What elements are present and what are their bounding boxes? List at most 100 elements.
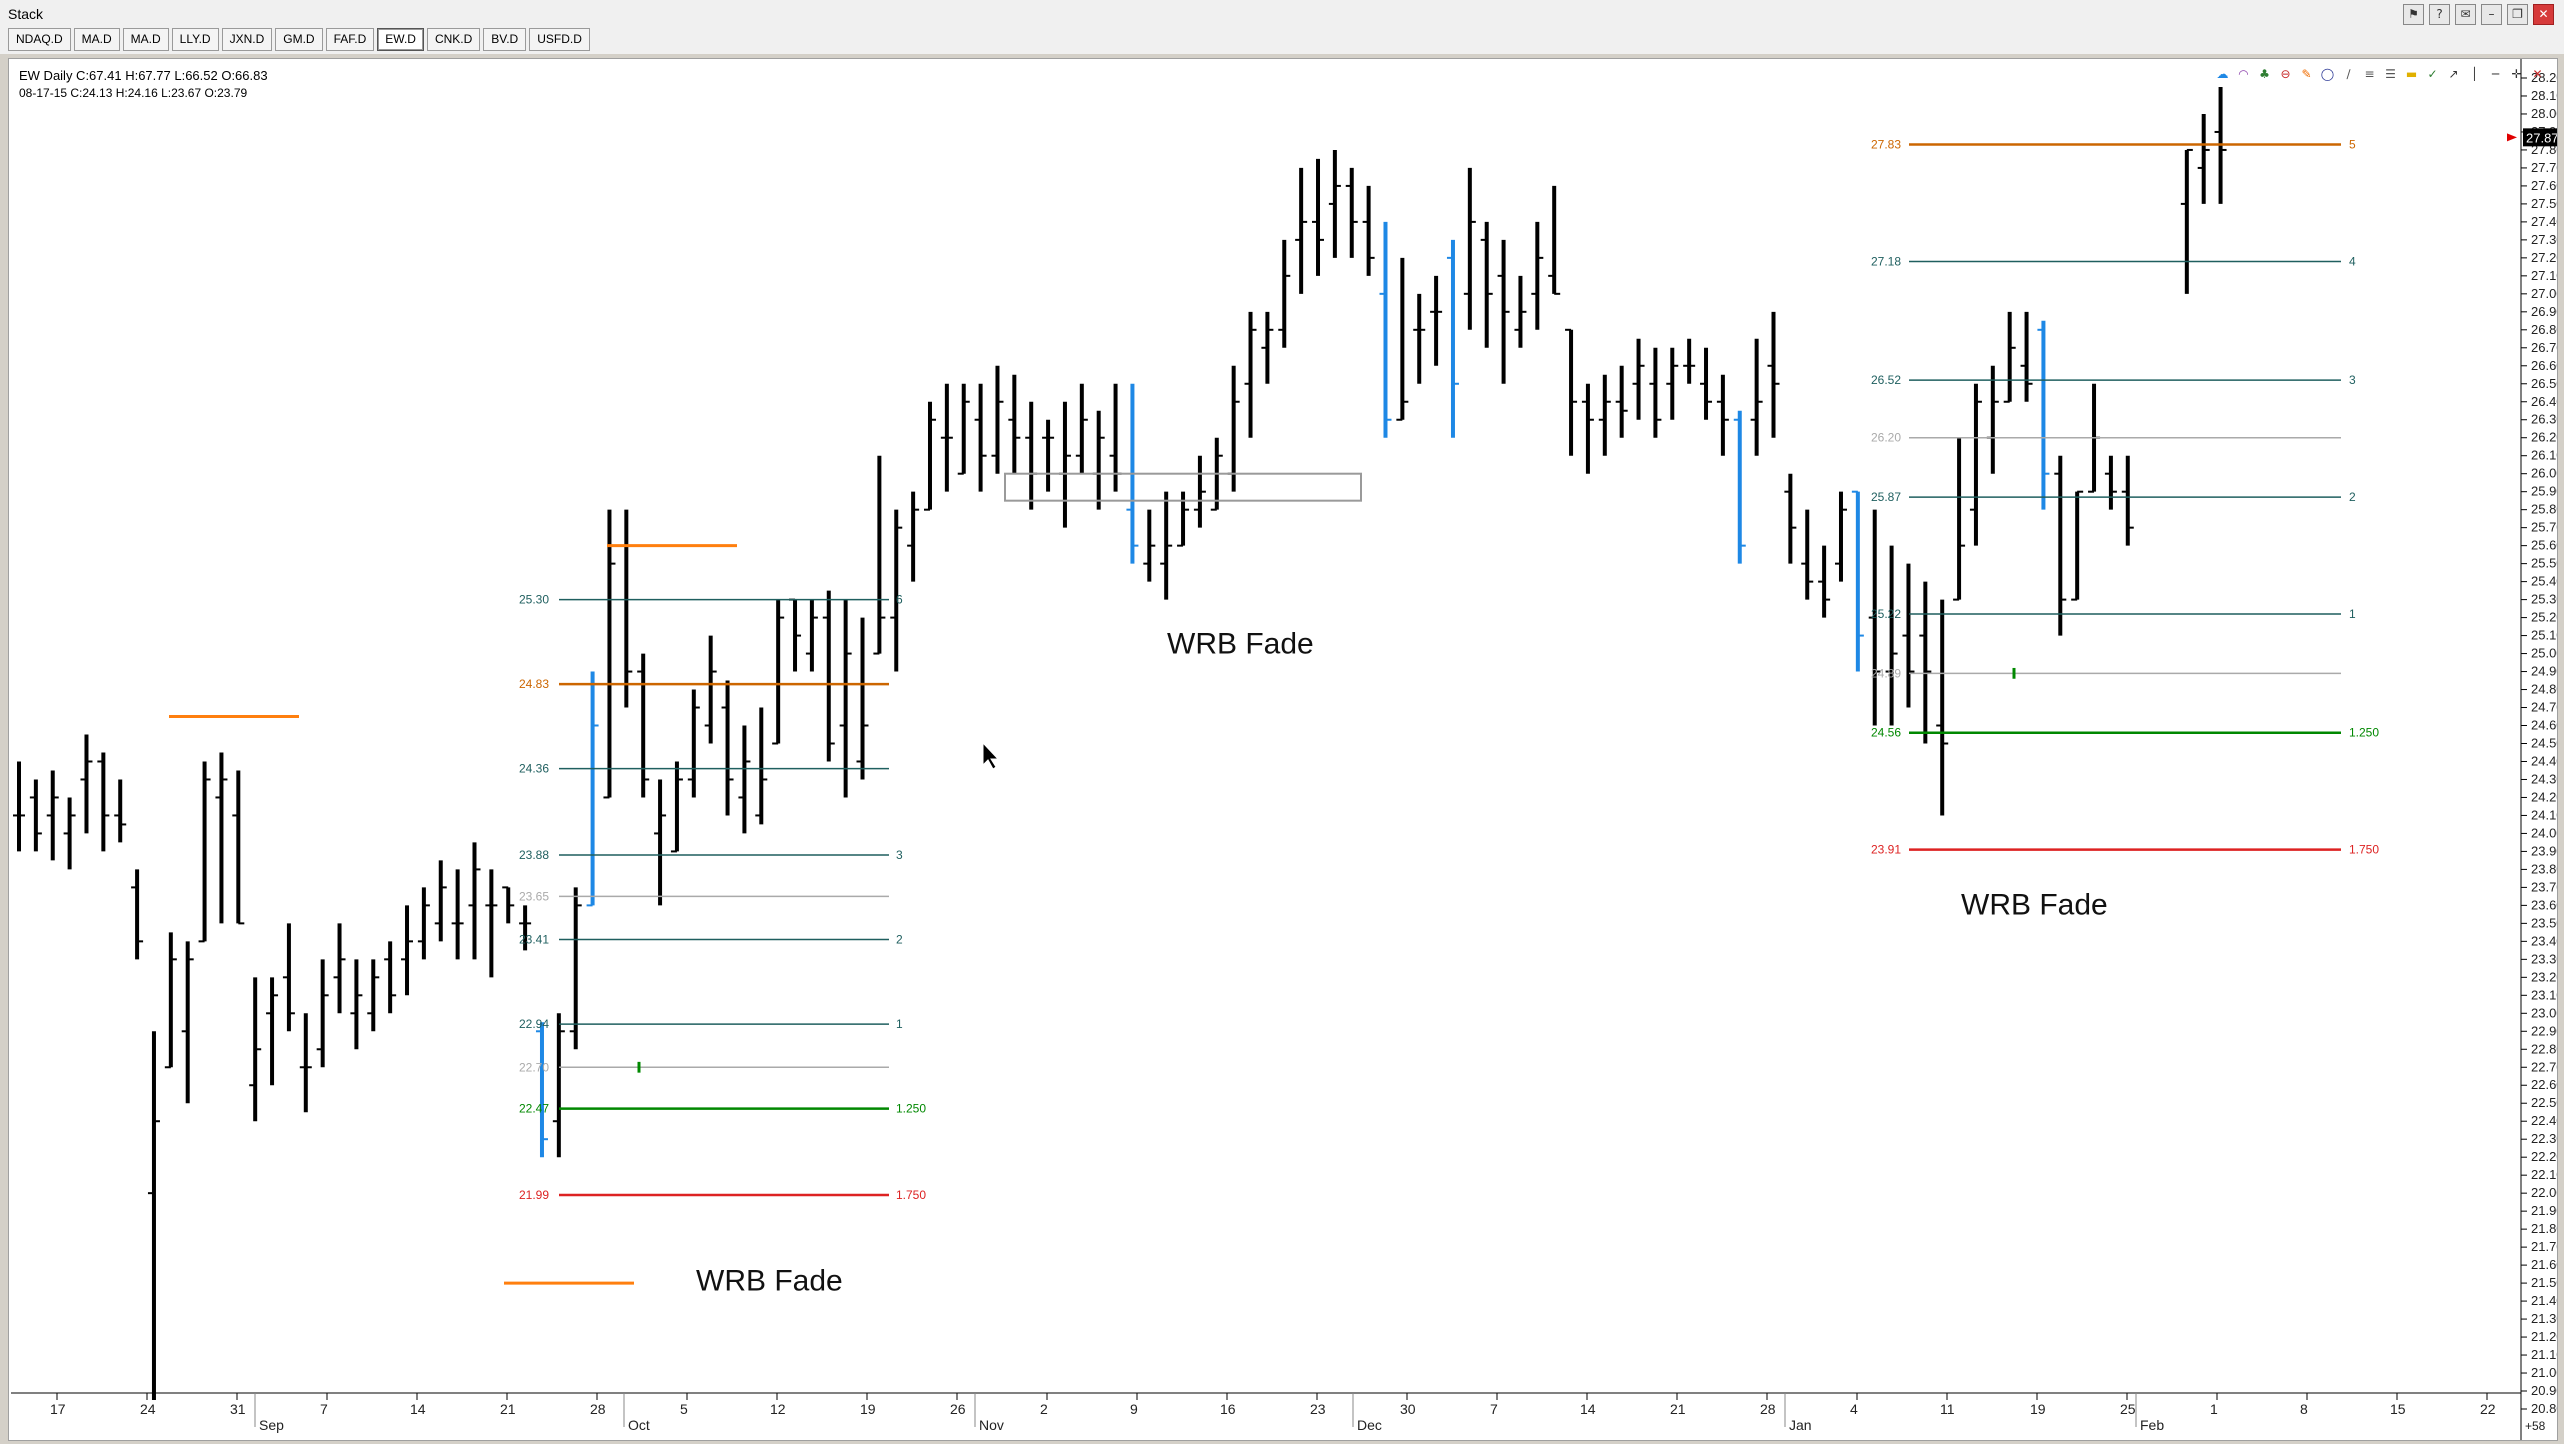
month-label: Sep (259, 1417, 284, 1433)
date-tick-label: 22 (2480, 1401, 2496, 1417)
level-tag-label: 4 (2349, 254, 2356, 268)
date-tick-label: 9 (1130, 1401, 1138, 1417)
price-tick-label: 27.00 (2531, 286, 2557, 301)
rect-icon[interactable]: ▬ (2405, 67, 2418, 81)
maximize-button[interactable]: ❐ (2507, 4, 2528, 25)
date-tick-label: 1 (2210, 1401, 2218, 1417)
month-label: Feb (2140, 1417, 2164, 1433)
tab-bv-d[interactable]: BV.D (483, 28, 527, 51)
level-price-label: 24.56 (1871, 726, 1901, 740)
level-tag-label: 1 (896, 1017, 903, 1031)
price-tick-label: 22.90 (2531, 1023, 2557, 1038)
crosshair-icon[interactable]: ✛ (2511, 67, 2522, 81)
tab-ma-d[interactable]: MA.D (122, 28, 169, 51)
price-tick-label: 26.40 (2531, 394, 2557, 409)
trend-icon[interactable]: ↗ (2448, 67, 2459, 81)
level-tag-label: 5 (2349, 138, 2356, 152)
hline-icon[interactable]: ─ (2491, 67, 2500, 81)
level-tag-label: 3 (896, 848, 903, 862)
tab-usfd-d[interactable]: USFD.D (529, 28, 590, 51)
window-controls: ⚑ ? ✉ – ❐ ✕ (2403, 4, 2554, 25)
price-tick-label: 24.80 (2531, 682, 2557, 697)
date-tick-label: 14 (1580, 1401, 1596, 1417)
pencil-icon[interactable]: ✎ (2301, 67, 2312, 81)
price-tick-label: 25.80 (2531, 502, 2557, 517)
price-tick-label: 23.80 (2531, 861, 2557, 876)
close-button[interactable]: ✕ (2533, 4, 2554, 25)
price-tick-label: 23.10 (2531, 987, 2557, 1002)
price-tick-label: 27.30 (2531, 232, 2557, 247)
price-tick-label: 26.70 (2531, 340, 2557, 355)
tab-faf-d[interactable]: FAF.D (325, 28, 375, 51)
date-tick-label: 14 (410, 1401, 426, 1417)
circle-icon[interactable]: ◯ (2320, 67, 2335, 81)
level-tag-label: 1.750 (2349, 843, 2379, 857)
vline-icon[interactable]: │ (2470, 67, 2479, 81)
minimize-button[interactable]: – (2481, 4, 2502, 25)
circle-minus-icon[interactable]: ⊖ (2280, 67, 2291, 81)
last-price-badge (2523, 128, 2557, 147)
price-tick-label: 22.40 (2531, 1113, 2557, 1128)
price-tick-label: 24.20 (2531, 789, 2557, 804)
lines-icon[interactable]: ≡ (2364, 67, 2375, 81)
date-tick-label: 28 (1760, 1401, 1776, 1417)
wrb-fade-annotation: WRB Fade (1961, 888, 2108, 921)
price-tick-label: 28.10 (2531, 88, 2557, 103)
date-tick-label: 15 (2390, 1401, 2406, 1417)
price-tick-label: 23.00 (2531, 1005, 2557, 1020)
tab-ndaq-d[interactable]: NDAQ.D (8, 28, 71, 51)
price-tick-label: 22.10 (2531, 1167, 2557, 1182)
close-icon[interactable]: ✕ (2532, 67, 2543, 81)
price-tick-label: 25.60 (2531, 538, 2557, 553)
price-tick-label: 25.50 (2531, 556, 2557, 571)
tab-lly-d[interactable]: LLY.D (171, 28, 219, 51)
price-chart[interactable]: 20.80 20.90 21.00 21.10 21.20 21.30 21.40 21.50… (9, 59, 2557, 1440)
price-tick-label: 25.70 (2531, 520, 2557, 535)
month-label: Dec (1357, 1417, 1382, 1433)
level-price-label: 21.99 (519, 1188, 549, 1202)
app-title: Stack (8, 6, 44, 22)
chart-panel[interactable]: 20.80 20.90 21.00 21.10 21.20 21.30 21.40 21.50… (8, 58, 2558, 1441)
price-tick-label: 21.10 (2531, 1347, 2557, 1362)
cloud-icon[interactable]: ☁ (2216, 67, 2229, 81)
date-tick-label: 12 (770, 1401, 786, 1417)
price-tick-label: 23.50 (2531, 915, 2557, 930)
tick-icon[interactable]: ✓ (2427, 67, 2438, 81)
month-label: Jan (1789, 1417, 1812, 1433)
price-tick-label: 23.20 (2531, 969, 2557, 984)
fib-icon[interactable]: ☰ (2385, 67, 2396, 81)
tab-jxn-d[interactable]: JXN.D (221, 28, 273, 51)
price-tick-label: 23.30 (2531, 951, 2557, 966)
tab-gm-d[interactable]: GM.D (275, 28, 323, 51)
axis-corner-label: +58 (2525, 1419, 2546, 1433)
level-price-label: 23.88 (519, 848, 549, 862)
tree-icon[interactable]: ♣ (2259, 67, 2270, 81)
wrb-fade-annotation: WRB Fade (696, 1264, 843, 1297)
tab-ma-d[interactable]: MA.D (73, 28, 120, 51)
rainbow-icon[interactable]: ◠ (2238, 67, 2249, 81)
date-tick-label: 31 (230, 1401, 246, 1417)
help-icon[interactable]: ? (2429, 4, 2450, 25)
price-tick-label: 21.70 (2531, 1239, 2557, 1254)
price-tick-label: 21.80 (2531, 1221, 2557, 1236)
mail-icon[interactable]: ✉ (2455, 4, 2476, 25)
price-tick-label: 21.60 (2531, 1257, 2557, 1272)
slash-icon[interactable]: ∕ (2346, 67, 2351, 81)
tab-ew-d[interactable]: EW.D (377, 28, 424, 51)
price-tick-label: 22.20 (2531, 1149, 2557, 1164)
price-tick-label: 27.20 (2531, 250, 2557, 265)
level-price-label: 22.70 (519, 1060, 549, 1074)
level-tag-label: 1.750 (896, 1188, 926, 1202)
price-tick-label: 24.00 (2531, 825, 2557, 840)
mouse-cursor-icon (982, 741, 1000, 770)
date-tick-label: 28 (590, 1401, 606, 1417)
bookmark-icon[interactable]: ⚑ (2403, 4, 2424, 25)
price-tick-label: 25.30 (2531, 592, 2557, 607)
date-tick-label: 17 (50, 1401, 66, 1417)
date-tick-label: 7 (320, 1401, 328, 1417)
price-tick-label: 26.10 (2531, 448, 2557, 463)
tab-cnk-d[interactable]: CNK.D (426, 28, 481, 51)
date-tick-label: 16 (1220, 1401, 1236, 1417)
level-tag-label: 2 (2349, 490, 2356, 504)
price-tick-label: 26.30 (2531, 412, 2557, 427)
